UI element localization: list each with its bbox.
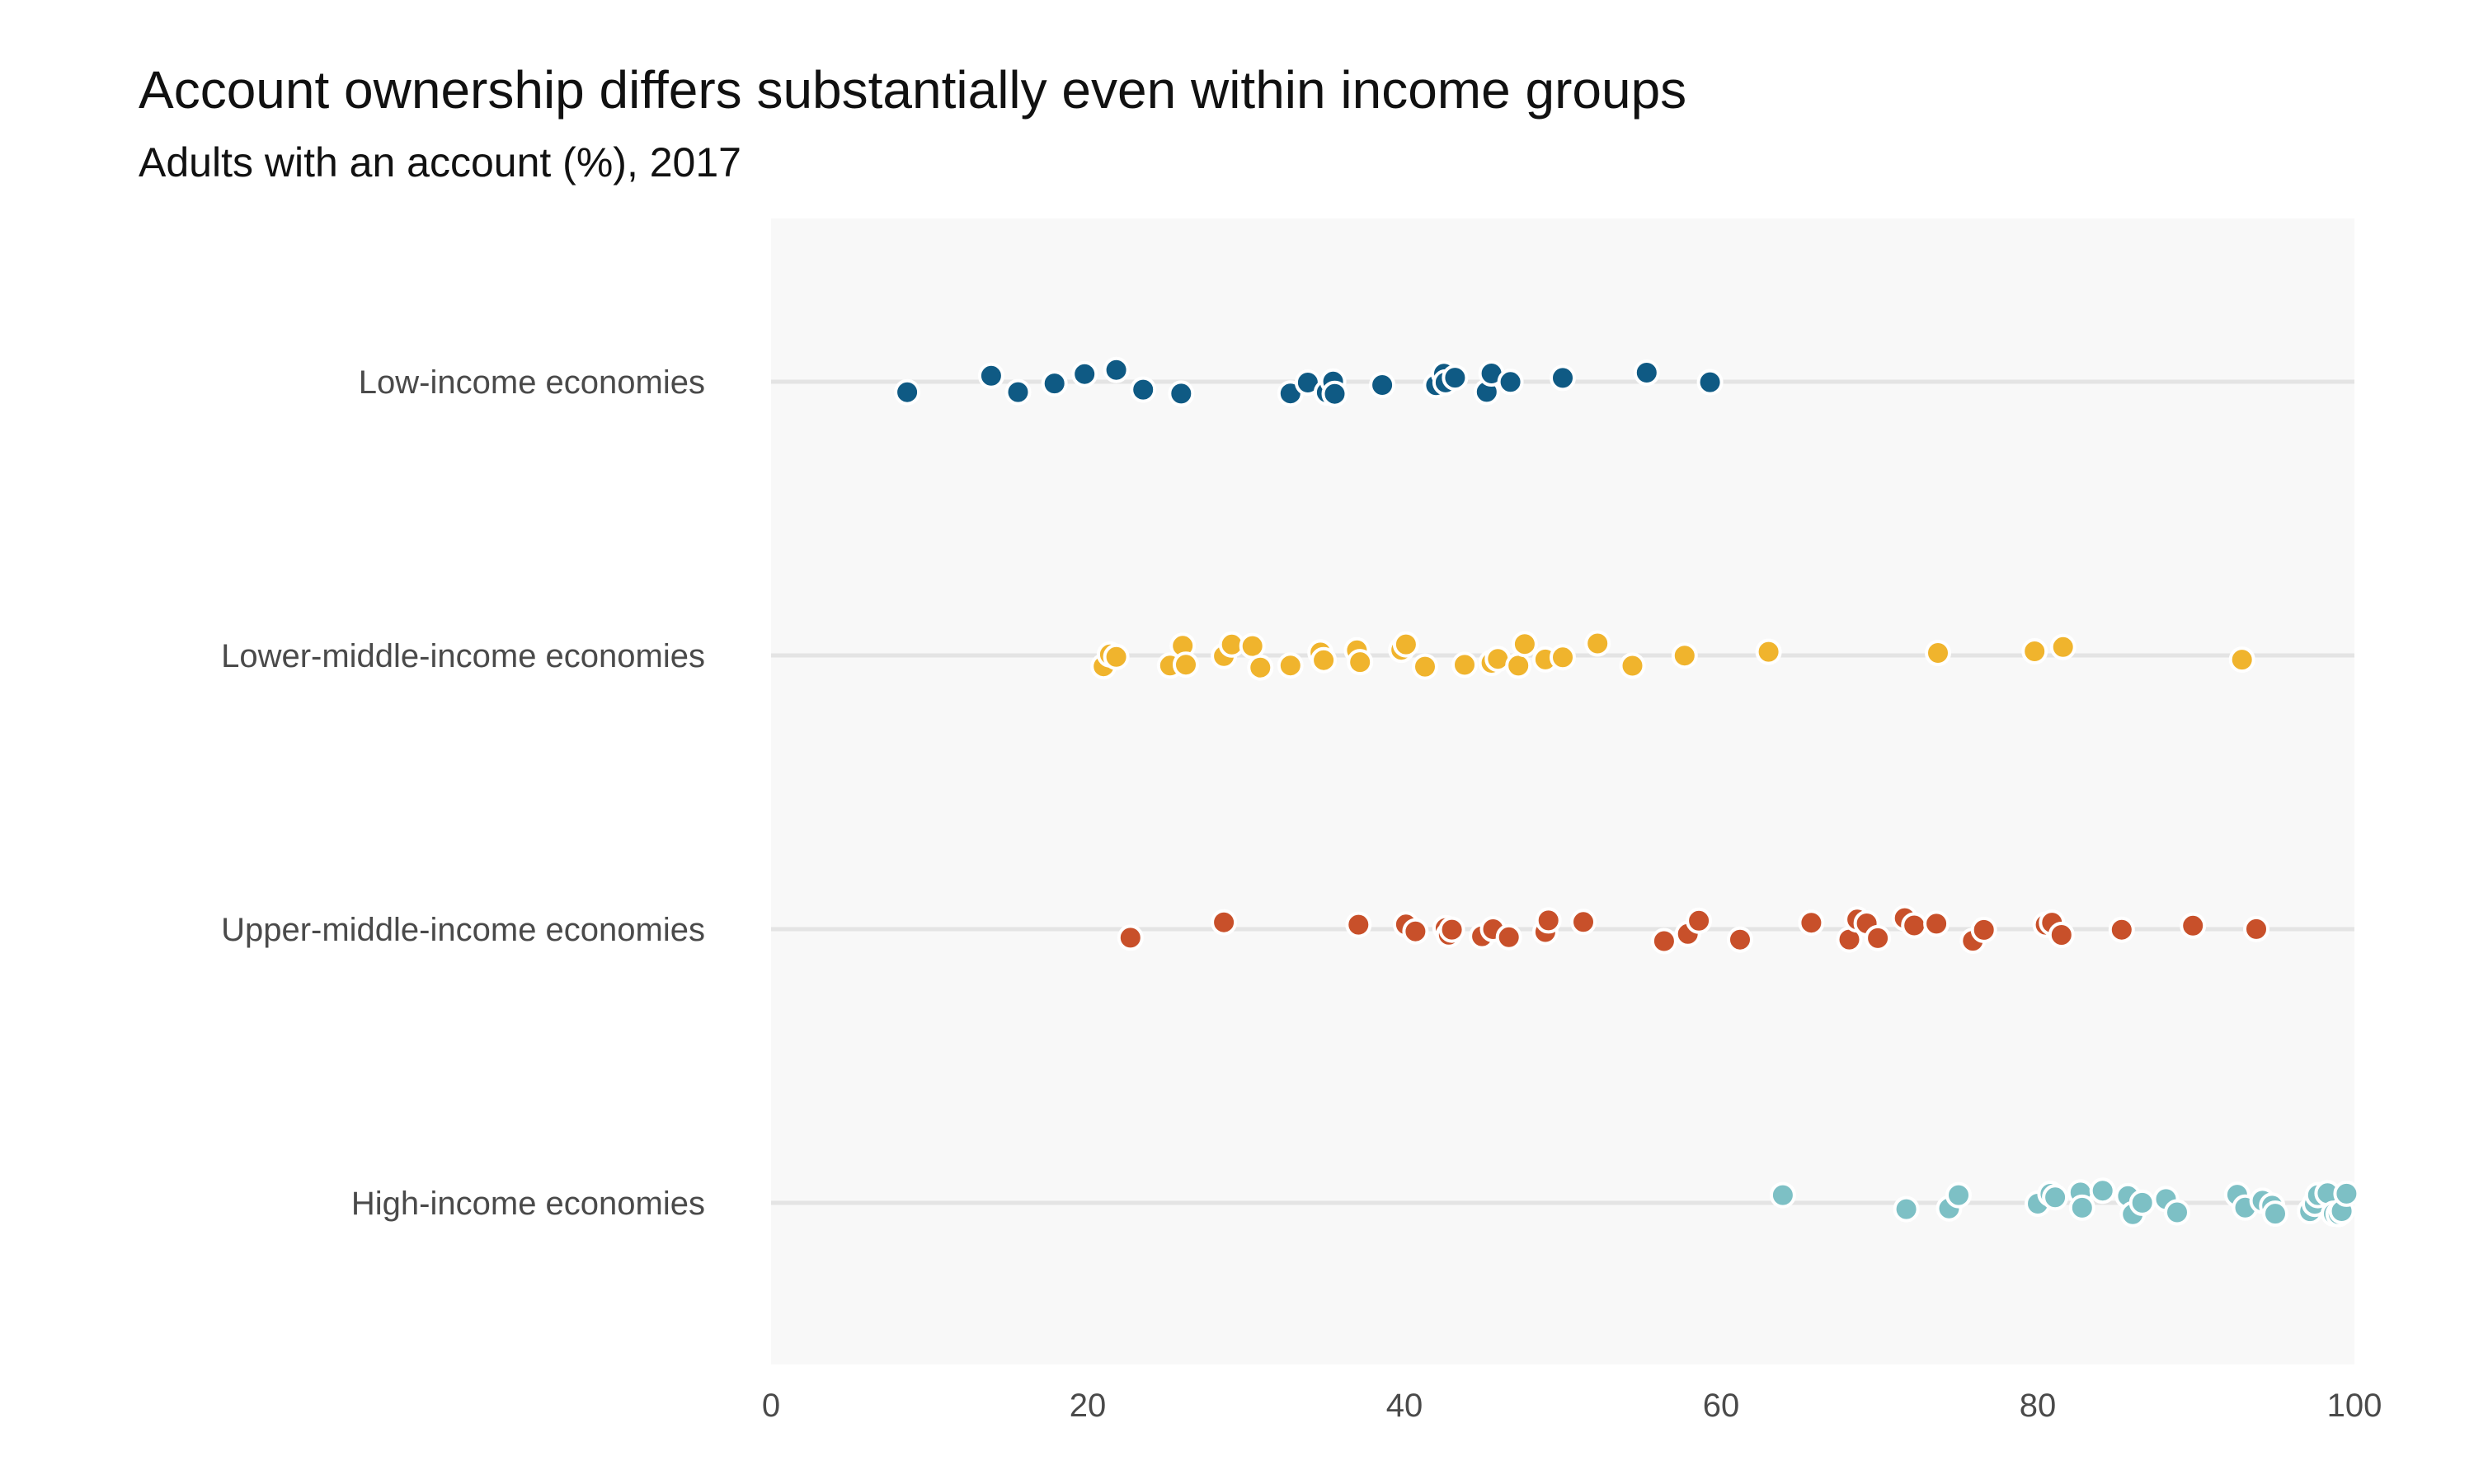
data-point	[2049, 633, 2077, 660]
data-point	[1633, 359, 1660, 386]
data-point	[1239, 632, 1266, 660]
data-point	[1041, 370, 1068, 397]
data-point	[1495, 923, 1522, 951]
category-label: Upper-middle-income economies	[221, 912, 705, 948]
data-point	[1117, 924, 1144, 951]
data-point	[1321, 380, 1348, 407]
data-point	[1686, 907, 1713, 934]
x-tick-label: 60	[1703, 1388, 1740, 1424]
data-point	[894, 378, 921, 406]
plot-background	[771, 218, 2354, 1364]
x-tick-label: 100	[2327, 1388, 2382, 1424]
data-point	[2128, 1189, 2156, 1216]
data-point	[1550, 644, 1576, 671]
category-label: Low-income economies	[359, 364, 705, 401]
data-point	[1570, 909, 1597, 936]
category-label: High-income economies	[351, 1186, 705, 1222]
data-point	[1619, 652, 1646, 679]
data-point	[2228, 646, 2255, 674]
data-point	[1865, 924, 1892, 951]
data-point	[1945, 1181, 1972, 1209]
data-point	[1130, 376, 1157, 403]
data-point	[1347, 649, 1374, 676]
x-tick-label: 0	[762, 1388, 780, 1424]
data-point	[1893, 1195, 1920, 1223]
data-point	[1442, 364, 1469, 392]
data-point	[1535, 907, 1562, 934]
data-point	[1584, 630, 1611, 657]
x-tick-label: 20	[1070, 1388, 1107, 1424]
chart-subtitle: Adults with an account (%), 2017	[139, 139, 741, 186]
data-point	[1369, 372, 1396, 398]
data-point	[1769, 1181, 1796, 1209]
data-point	[977, 362, 1004, 389]
data-point	[2048, 922, 2075, 948]
data-point	[1497, 369, 1524, 396]
data-point	[1310, 646, 1338, 674]
data-point	[1671, 642, 1698, 669]
data-point	[1650, 928, 1677, 955]
data-point	[1925, 640, 1951, 666]
category-labels: Low-income economies Lower-middle-income …	[221, 364, 705, 1222]
data-point	[1004, 378, 1032, 406]
data-point	[2042, 1184, 2069, 1211]
data-point	[2262, 1200, 2288, 1228]
x-tick-label: 80	[2020, 1388, 2057, 1424]
data-point	[2243, 915, 2269, 942]
data-point	[2089, 1177, 2116, 1205]
x-tick-label: 40	[1386, 1388, 1423, 1424]
data-point	[1901, 912, 1928, 939]
data-point	[1402, 918, 1429, 945]
data-point	[1696, 369, 1724, 396]
data-point	[2068, 1194, 2095, 1221]
data-point	[1511, 631, 1538, 658]
data-point	[1071, 360, 1098, 387]
data-point	[1923, 910, 1950, 937]
data-points	[894, 356, 2360, 1228]
data-point	[1103, 643, 1130, 670]
chart-title: Account ownership differs substantially …	[139, 60, 1687, 120]
data-point	[1103, 356, 1130, 383]
data-point	[2021, 638, 2048, 665]
data-point	[2180, 912, 2207, 939]
data-point	[1550, 364, 1576, 392]
data-point	[1211, 909, 1238, 936]
data-point	[1412, 653, 1438, 680]
data-point	[1438, 916, 1465, 943]
data-point	[1345, 911, 1372, 938]
data-point	[1755, 638, 1782, 665]
category-label: Lower-middle-income economies	[221, 638, 705, 674]
data-point	[1168, 380, 1195, 407]
data-point	[1505, 652, 1532, 679]
data-point	[1247, 654, 1274, 681]
data-point	[1727, 926, 1753, 953]
data-point	[1970, 916, 1997, 943]
data-point	[2108, 916, 2135, 943]
data-point	[1173, 651, 1199, 679]
data-point	[1277, 652, 1304, 679]
data-point	[2164, 1199, 2190, 1226]
x-axis-ticks: 0 20 40 60 80 100	[762, 1388, 2382, 1424]
data-point	[2333, 1180, 2360, 1207]
data-point	[1798, 909, 1825, 937]
data-point	[1392, 631, 1419, 658]
data-point	[1451, 651, 1478, 679]
